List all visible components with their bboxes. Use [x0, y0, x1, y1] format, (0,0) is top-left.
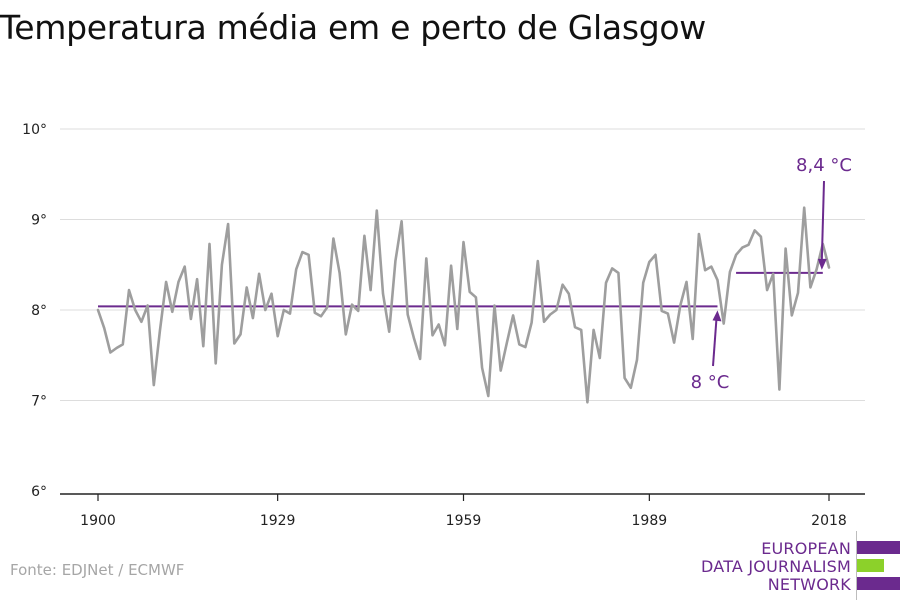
logo-text-line-3: NETWORK: [767, 575, 851, 594]
x-tick-label: 1989: [632, 513, 668, 529]
temperature-series: [96, 206, 831, 404]
logo-bar-green: [857, 559, 884, 572]
logo-bar-purple-top: [857, 541, 900, 554]
logo-text-line-2: DATA JOURNALISM: [701, 557, 851, 576]
x-tick-label: 2018: [811, 513, 847, 529]
annotation-arrow-early: [712, 318, 718, 367]
annotation-arrow-recent: [820, 180, 825, 261]
edjnet-logo: EUROPEAN DATA JOURNALISM NETWORK: [700, 531, 900, 600]
x-tick-label: 1900: [80, 513, 116, 529]
y-tick-label: 9°: [31, 213, 47, 229]
annotation-arrowhead-early: [712, 310, 722, 322]
chart-title: Temperatura média em e perto de Glasgow: [0, 8, 706, 47]
annotation-label-early: 8 °C: [691, 372, 730, 393]
source-note: Fonte: EDJNet / ECMWF: [10, 561, 185, 579]
y-tick-label: 6°: [31, 484, 47, 500]
annotation-label-recent: 8,4 °C: [796, 155, 852, 176]
y-tick-label: 10°: [22, 122, 47, 138]
y-tick-label: 7°: [31, 394, 47, 410]
gridlines: [60, 128, 865, 401]
logo-text-line-1: EUROPEAN: [761, 539, 851, 558]
temperature-line: [96, 206, 831, 404]
axes: 6° 7° 8° 9° 10° 1900 1929 1959 1989 2018: [22, 122, 865, 529]
x-tick-label: 1929: [260, 513, 296, 529]
annotations: 8 °C 8,4 °C: [691, 155, 852, 393]
y-tick-label: 8°: [31, 303, 47, 319]
logo-divider: [856, 531, 857, 600]
x-tick-label: 1959: [446, 513, 482, 529]
annotation-arrowhead-recent: [817, 258, 827, 270]
logo-bar-purple-bottom: [857, 577, 900, 590]
